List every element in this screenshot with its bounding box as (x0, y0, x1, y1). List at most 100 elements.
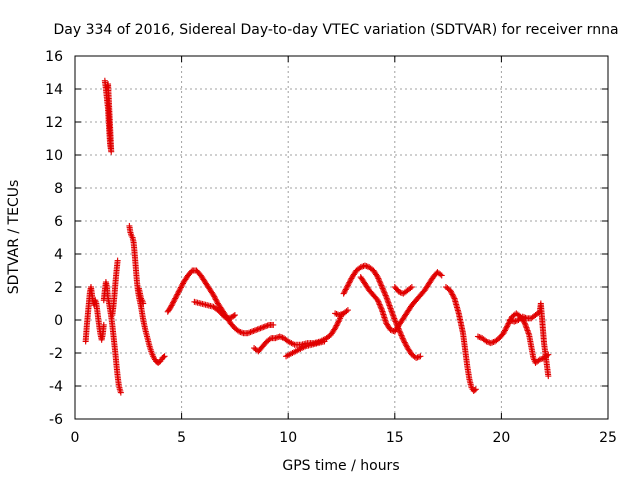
data-point (210, 292, 217, 299)
data-point (117, 389, 124, 396)
data-points (82, 77, 552, 396)
x-tick-label: 15 (386, 430, 404, 446)
data-point-sample (168, 302, 175, 309)
data-point (379, 284, 386, 290)
data-point (357, 264, 364, 271)
data-point-sample (407, 285, 414, 292)
data-point-sample (380, 288, 387, 295)
data-point-sample (266, 336, 273, 343)
data-point-sample (173, 292, 180, 299)
data-point (504, 321, 511, 328)
plot-frame (74, 55, 609, 420)
data-point (167, 303, 174, 310)
data-point-sample (447, 288, 454, 295)
data-point-sample (160, 354, 167, 361)
data-point-sample (175, 290, 182, 297)
data-point-sample (522, 314, 529, 321)
x-tick-label: 5 (177, 430, 186, 446)
data-point (391, 317, 398, 323)
data-point-sample (345, 280, 352, 287)
y-tick-label: 6 (54, 214, 63, 230)
data-point-sample (170, 298, 177, 305)
data-point-sample (239, 329, 246, 336)
y-tick-label: 16 (45, 49, 63, 65)
data-point-sample (343, 308, 350, 315)
data-point-sample (504, 323, 511, 330)
y-tick-label: -6 (49, 412, 63, 428)
chart-title: Day 334 of 2016, Sidereal Day-to-day VTE… (53, 22, 618, 38)
data-point-sample (448, 290, 455, 297)
data-point (472, 386, 479, 393)
data-point-sample (341, 289, 348, 296)
data-point-sample (402, 340, 409, 347)
data-point (103, 84, 110, 91)
data-point-sample (398, 332, 405, 339)
data-point-sample (377, 281, 384, 288)
data-point-sample (397, 331, 404, 338)
data-point-sample (379, 285, 386, 292)
data-point-sample (332, 323, 339, 330)
data-point-sample (378, 305, 385, 312)
data-point-sample (334, 321, 341, 328)
data-point (438, 272, 445, 279)
data-point-sample (403, 342, 410, 349)
data-point-sample (382, 292, 389, 299)
data-point-sample (170, 299, 177, 306)
data-point-sample (503, 324, 510, 331)
data-point-sample (179, 281, 186, 288)
data-point-sample (437, 271, 444, 278)
data-point-sample (471, 387, 478, 394)
data-point (447, 287, 454, 294)
data-point-sample (169, 301, 176, 308)
x-axis-label: GPS time / hours (282, 458, 399, 474)
data-point-sample (381, 289, 388, 296)
data-point-sample (212, 295, 219, 301)
data-point (270, 321, 277, 328)
y-tick-label: 0 (54, 313, 63, 329)
data-point (100, 321, 107, 328)
y-tick-label: -2 (49, 346, 63, 362)
data-point (374, 297, 381, 304)
axis-ticks: 0 5 10 15 20 25 -6 -4 -2 0 2 4 6 8 10 12 14 16 (45, 49, 617, 446)
data-point-sample (230, 312, 237, 319)
data-point-sample (401, 338, 408, 345)
data-point (374, 274, 381, 281)
data-point-sample (397, 329, 404, 336)
data-point (231, 312, 238, 319)
data-point (140, 300, 147, 307)
data-point-sample (375, 275, 382, 282)
data-point-sample (278, 334, 285, 341)
data-point (536, 356, 543, 363)
data-point-sample (508, 317, 515, 324)
data-point-sample (335, 318, 342, 325)
data-point-sample (251, 327, 258, 334)
data-point-sample (376, 278, 383, 285)
grid-lines (75, 56, 608, 419)
data-point-sample (512, 318, 519, 325)
data-point (321, 338, 328, 345)
data-point (261, 323, 268, 330)
data-point-sample (347, 278, 354, 285)
y-tick-label: 12 (45, 115, 63, 131)
data-point (332, 325, 339, 332)
data-point-sample (449, 291, 456, 298)
y-tick-label: -4 (49, 379, 63, 395)
data-point-sample (213, 297, 220, 304)
data-point (545, 373, 552, 380)
data-point-sample (377, 279, 384, 286)
data-point (236, 328, 243, 335)
data-point (172, 295, 179, 302)
data-point-sample (342, 286, 349, 293)
data-point (332, 310, 339, 317)
data-point-sample (273, 334, 280, 341)
data-point-sample (378, 282, 385, 289)
data-point-sample (333, 322, 340, 329)
data-point-sample (377, 302, 384, 309)
data-point-sample (178, 283, 185, 290)
data-point-sample (501, 328, 508, 335)
data-point (361, 262, 368, 269)
data-point-sample (376, 301, 383, 308)
data-point-sample (377, 304, 384, 311)
data-point-sample (175, 288, 182, 295)
